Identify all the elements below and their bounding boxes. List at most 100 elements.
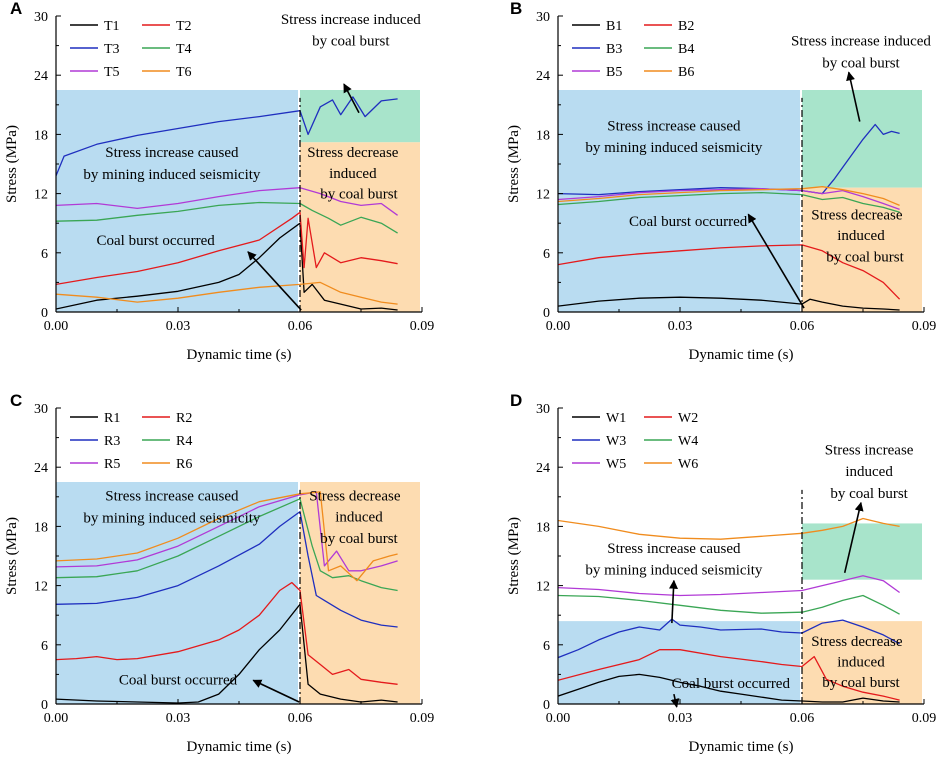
zone-blue-zone (56, 90, 298, 312)
y-tick-label: 0 (41, 698, 48, 713)
zone-orange-zone (300, 142, 420, 312)
series-line-R1 (56, 603, 398, 704)
annotation-text: by coal burst (320, 187, 398, 203)
annotation-text: Stress increase (825, 442, 914, 458)
annotation-arrow (343, 83, 360, 114)
zone-green-zone (802, 523, 922, 580)
panel-B: 0 6 12 18 24 30 0.00 0.03 0.06 0.09 Dynamic time (… (506, 0, 936, 363)
y-tick-label: 30 (34, 10, 48, 25)
annotation-text: by coal burst (320, 531, 398, 547)
y-tick-label: 0 (543, 698, 550, 713)
zone-green-zone (802, 90, 922, 188)
legend-label-W6: W6 (678, 457, 698, 472)
series-line-R3 (56, 510, 398, 628)
y-tick-label: 24 (536, 69, 550, 84)
series-group (558, 517, 900, 703)
x-tick-label: 0.03 (668, 711, 693, 726)
annotation-arrow (670, 693, 680, 708)
y-tick-label: 18 (34, 128, 48, 143)
x-tick-label: 0.00 (546, 711, 571, 726)
annotation-arrow (843, 501, 864, 573)
panel-A: 0 6 12 18 24 30 0.00 0.03 0.06 0.09 Dynamic time (… (4, 0, 434, 363)
x-tick-label: 0.09 (410, 319, 435, 334)
series-group (56, 491, 398, 704)
x-tick-label: 0.03 (166, 319, 191, 334)
x-tick-label: 0.06 (790, 711, 815, 726)
annotation-arrow (747, 213, 805, 309)
y-axis-label: Stress (MPa) (506, 125, 522, 203)
annotation-text: by coal burst (312, 34, 390, 50)
annotation-text: Coal burst occurred (119, 672, 238, 688)
zone-orange-zone (802, 187, 922, 312)
annotation-text: induced (335, 509, 383, 525)
y-tick-label: 30 (536, 402, 550, 417)
annotation-text: Coal burst occurred (672, 676, 791, 692)
x-tick-label: 0.00 (44, 711, 69, 726)
series-line-T3 (56, 96, 398, 177)
series-line-T1 (56, 222, 398, 311)
y-tick-label: 30 (536, 10, 550, 25)
panel-D: 0 6 12 18 24 30 0.00 0.03 0.06 0.09 Dynamic time (… (506, 391, 936, 755)
annotation-text: by coal burst (830, 486, 908, 502)
y-tick-label: 18 (536, 520, 550, 535)
zone-orange-zone (300, 482, 420, 704)
x-tick-label: 0.09 (912, 711, 937, 726)
legend-label-B6: B6 (678, 65, 694, 80)
legend-label-B3: B3 (606, 42, 622, 57)
legend-label-R1: R1 (104, 411, 120, 426)
annotation-text: induced (845, 464, 893, 480)
annotation-text: Coal burst occurred (629, 214, 748, 230)
legend-label-B5: B5 (606, 65, 622, 80)
series-line-W4 (558, 594, 900, 615)
annotation-arrow (846, 71, 861, 122)
zone-blue-zone (56, 482, 298, 704)
legend-label-W4: W4 (678, 434, 698, 449)
legend-label-W5: W5 (606, 457, 626, 472)
y-axis-label: Stress (MPa) (506, 517, 522, 595)
annotation-text: Stress increase caused (607, 541, 741, 557)
x-tick-label: 0.03 (166, 711, 191, 726)
x-axis-label: Dynamic time (s) (689, 347, 794, 363)
y-tick-label: 18 (34, 520, 48, 535)
y-tick-label: 6 (543, 639, 550, 654)
y-tick-label: 24 (34, 69, 48, 84)
y-tick-label: 0 (543, 306, 550, 321)
legend-label-R2: R2 (176, 411, 192, 426)
x-tick-label: 0.00 (546, 319, 571, 334)
x-tick-label: 0.06 (790, 319, 815, 334)
series-line-R2 (56, 581, 398, 685)
series-line-W3 (558, 618, 900, 659)
y-tick-label: 12 (34, 188, 48, 203)
y-tick-label: 18 (536, 128, 550, 143)
annotation-arrow (247, 251, 302, 311)
annotation-text: Stress increase caused (607, 118, 741, 134)
series-line-W6 (558, 517, 900, 540)
panel-title: A (10, 0, 22, 18)
legend-label-B1: B1 (606, 19, 622, 34)
legend-label-R5: R5 (104, 457, 120, 472)
series-line-R6 (56, 491, 398, 582)
zone-orange-zone (802, 621, 922, 704)
annotation-arrow (252, 679, 300, 703)
x-axis-label: Dynamic time (s) (187, 347, 292, 363)
y-tick-label: 12 (34, 580, 48, 595)
panel-title: C (10, 391, 22, 410)
y-tick-label: 6 (543, 247, 550, 262)
legend-label-T5: T5 (104, 65, 120, 80)
annotation-text: by mining induced seismicity (585, 140, 763, 156)
legend-label-W1: W1 (606, 411, 626, 426)
legend-label-W3: W3 (606, 434, 626, 449)
legend-label-T1: T1 (104, 19, 120, 34)
y-tick-label: 0 (41, 306, 48, 321)
annotation-text: by coal burst (826, 250, 904, 266)
series-line-T5 (56, 187, 398, 216)
y-tick-label: 30 (34, 402, 48, 417)
annotation-text: by mining induced seismicity (83, 510, 261, 526)
x-axis-label: Dynamic time (s) (689, 739, 794, 755)
legend-label-R6: R6 (176, 457, 192, 472)
legend-label-T4: T4 (176, 42, 192, 57)
annotation-text: by coal burst (822, 675, 900, 691)
legend-label-T3: T3 (104, 42, 120, 57)
series-line-T2 (56, 211, 398, 286)
